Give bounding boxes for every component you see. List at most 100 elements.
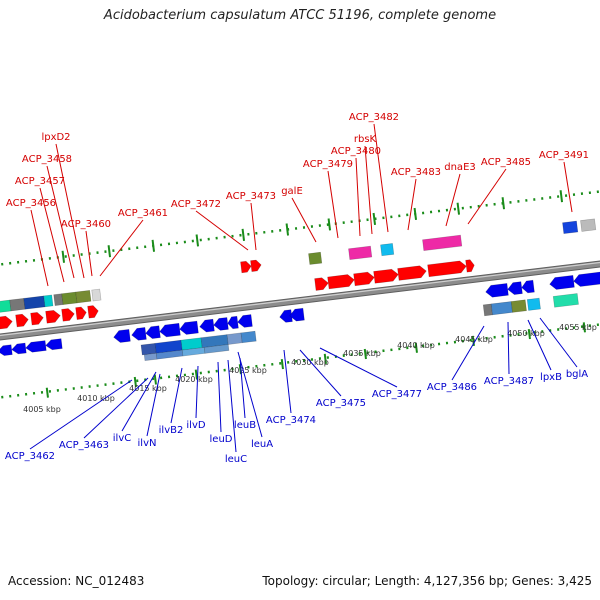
- major-tick: [153, 374, 157, 385]
- forward-gene: [15, 313, 29, 328]
- reverse-gene: [279, 309, 293, 323]
- map-title: Acidobacterium capsulatum ATCC 51196, co…: [103, 8, 497, 23]
- forward-leader-line: [291, 197, 317, 243]
- reverse-gene: [45, 338, 63, 351]
- forward-gene-label: ACP_3482: [349, 112, 399, 123]
- reverse-gene: [521, 279, 535, 294]
- reverse-gene-label: ACP_3477: [372, 389, 422, 400]
- reverse-leader-line: [527, 319, 552, 371]
- reverse-gene: [199, 318, 215, 333]
- forward-gene: [397, 265, 427, 281]
- reverse-gene-label: ACP_3474: [266, 415, 316, 426]
- forward-feature: [422, 234, 463, 252]
- reverse-feature: [140, 342, 157, 356]
- reverse-leader-line: [121, 371, 157, 432]
- backbone: [0, 261, 600, 340]
- outer-scale-ring: [0, 190, 600, 266]
- forward-gene: [87, 305, 99, 319]
- reverse-feature: [552, 293, 579, 308]
- reverse-leader-line: [507, 321, 510, 375]
- tick-label: 4055 kbp: [559, 323, 597, 332]
- reverse-gene-label: ilvN: [138, 438, 157, 449]
- forward-leader-line: [445, 173, 461, 227]
- forward-gene-label: ACP_3461: [118, 208, 168, 219]
- reverse-leader-line: [237, 351, 263, 438]
- major-tick: [280, 359, 284, 370]
- major-tick: [582, 322, 586, 333]
- forward-gene-label: ACP_3480: [331, 146, 381, 157]
- reverse-gene: [25, 340, 47, 353]
- forward-gene: [314, 277, 329, 291]
- reverse-gene: [237, 314, 253, 328]
- tick-label: 4005 kbp: [23, 405, 61, 414]
- reverse-feature: [490, 301, 513, 316]
- reverse-gene: [507, 281, 523, 295]
- reverse-gene: [131, 327, 147, 341]
- reverse-gene-label: ilvD: [186, 420, 205, 431]
- reverse-gene: [145, 325, 161, 339]
- reverse-gene-label: ACP_3486: [427, 382, 477, 393]
- forward-gene-label: ACP_3483: [391, 167, 441, 178]
- footer-summary: Topology: circular; Length: 4,127,356 bp…: [262, 574, 592, 588]
- forward-leader-line: [39, 187, 65, 283]
- forward-gene: [327, 274, 355, 290]
- reverse-gene-label: bglA: [566, 369, 588, 380]
- forward-gene: [373, 268, 399, 284]
- reverse-feature: [240, 330, 257, 344]
- forward-leader-line: [467, 168, 507, 225]
- forward-gene: [250, 259, 262, 272]
- forward-gene: [61, 308, 75, 322]
- tick-layer: 4005 kbp 4010 kbp 4015 kbp 4020 kbp 4025 kbp…: [0, 190, 600, 414]
- forward-feature: [380, 243, 395, 257]
- backbone-layer: [0, 260, 600, 341]
- reverse-leader-line: [299, 349, 342, 397]
- reverse-gene: [113, 329, 131, 343]
- forward-leader-line: [99, 219, 144, 277]
- reverse-gene-label: ilvC: [113, 433, 131, 444]
- reverse-gene-label: ACP_3475: [316, 398, 366, 409]
- forward-gene: [30, 312, 44, 326]
- label-layer: lpxD2 ACP_3458 ACP_3457 ACP_3456 ACP_3460 ACP…: [5, 112, 589, 465]
- reverse-leader-line: [217, 361, 222, 433]
- forward-feature: [348, 245, 373, 261]
- tick-label: 4035 kbp: [343, 349, 381, 358]
- forward-feature: [580, 218, 597, 232]
- forward-gene-label: lpxD2: [41, 132, 70, 143]
- tick-label: 4050 kbp: [507, 329, 545, 338]
- tick-label: 4010 kbp: [77, 394, 115, 403]
- reverse-feature: [526, 297, 541, 311]
- forward-gene-label: ACP_3479: [303, 159, 353, 170]
- major-tick: [194, 369, 198, 380]
- tick-label: 4025 kbp: [229, 366, 267, 375]
- reverse-leader-line: [29, 379, 133, 450]
- reverse-feature: [510, 299, 527, 313]
- forward-gene: [45, 310, 61, 324]
- major-tick: [501, 197, 506, 210]
- major-tick: [107, 245, 112, 258]
- forward-leader-line: [195, 210, 249, 251]
- reverse-leader-line: [195, 365, 199, 419]
- forward-gene-label: ACP_3473: [226, 191, 276, 202]
- gene-layer: [0, 218, 600, 362]
- forward-gene: [0, 315, 13, 330]
- reverse-gene-label: leuC: [225, 454, 247, 465]
- forward-gene: [427, 260, 467, 278]
- forward-leader-line: [250, 202, 257, 251]
- forward-leader-line: [327, 170, 339, 239]
- forward-leader-line: [55, 143, 85, 279]
- forward-feature: [75, 289, 92, 304]
- reverse-gene-label: leuB: [234, 420, 256, 431]
- forward-leader-line: [373, 123, 389, 233]
- forward-gene-label: ACP_3460: [61, 219, 111, 230]
- forward-gene-label: ACP_3456: [6, 198, 56, 209]
- forward-feature: [61, 291, 78, 305]
- reverse-feature: [226, 332, 243, 345]
- major-tick: [559, 190, 564, 203]
- reverse-gene: [179, 320, 199, 335]
- tick-label: 4040 kbp: [397, 341, 435, 350]
- reverse-gene-label: ilvB2: [159, 425, 184, 436]
- reverse-leader-line: [319, 347, 398, 388]
- reverse-leader-line: [227, 359, 237, 453]
- forward-feature: [562, 220, 579, 234]
